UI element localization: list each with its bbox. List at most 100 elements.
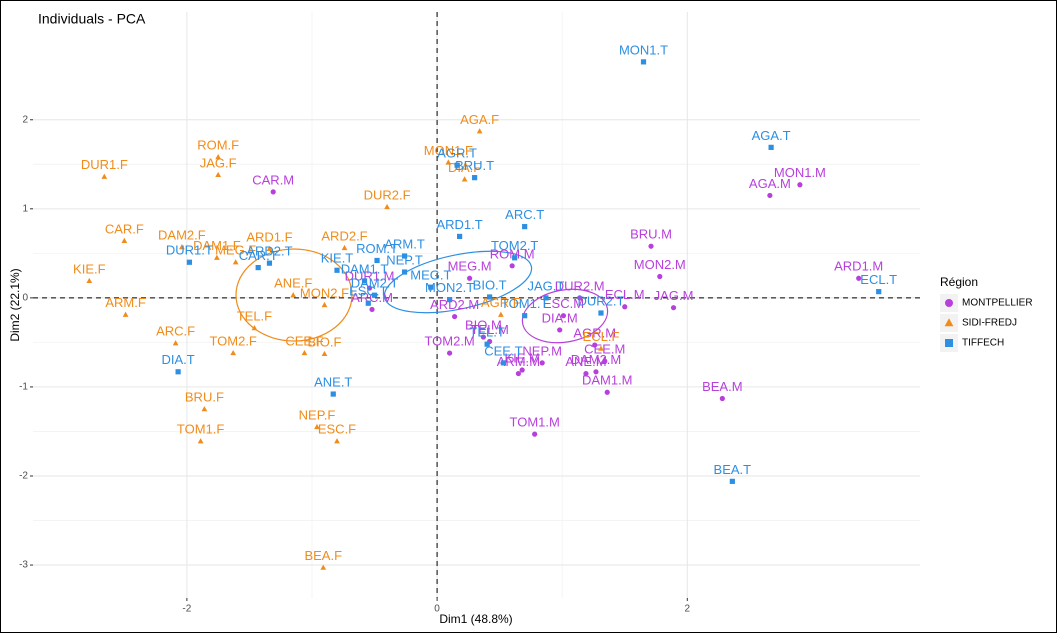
point [522,224,528,230]
point-label: TOM2.T [491,238,538,253]
point [361,278,368,284]
point-label: ECL.F [583,329,620,344]
point-label: JAG.T [528,278,565,293]
point [583,370,589,377]
point-label: MON2.M [634,257,686,272]
point-label: MEG.M [448,259,492,274]
point-label: AGA.T [752,128,791,143]
x-tick-label: 0 [434,604,440,615]
point-label: ANE.T [314,374,352,389]
point-label: ESC.T [349,284,387,299]
point-label: MEG.T [410,268,451,283]
y-axis-label: Dim2 (22.1%) [8,268,22,341]
point-label: DUR2.T [578,293,625,308]
point [366,285,373,291]
point [515,370,522,377]
point-label: JAG.M [654,288,694,303]
ellipse [235,248,353,342]
point-label: KIE.T [321,251,354,266]
point-label: ARD2.M [430,297,479,312]
point [179,243,185,250]
point [945,299,953,307]
point-label: MON2.T [425,280,474,295]
ellipse [521,288,609,344]
point [598,345,604,351]
point [670,305,677,311]
point [719,395,725,402]
point [445,159,452,165]
legend-title: Région [940,275,978,289]
point [215,171,222,178]
point-label: CAR.M [252,172,294,187]
point [467,275,473,281]
point [175,369,181,375]
point-label: DAM1.T [341,261,389,276]
point-label: ARD1.T [436,217,482,232]
point [401,269,408,275]
point-label: MON1.T [619,42,668,57]
y-tick-label: 1 [22,203,28,214]
point [648,243,654,249]
point-label: AGR.T [437,146,477,161]
point [640,59,647,65]
point-label: MON2.F [300,285,349,300]
point-label: DAM1.F [193,238,241,253]
point [622,304,628,310]
point-label: ANE.M [565,354,606,369]
point-label: ARD1.M [834,259,883,274]
point [856,275,862,281]
ellipse [383,250,533,314]
point [657,273,663,280]
point [365,300,371,306]
point [598,310,604,316]
point [369,306,375,313]
point-label: CEE.T [484,343,522,358]
point-label: TOM2.M [424,334,474,349]
point [729,478,735,484]
point [290,292,297,298]
x-tick-label: 2 [685,604,691,615]
point [577,295,583,301]
point-label: ROM.T [356,241,398,256]
grid: -2 0 2 -3 -2 -1 0 1 2 [19,12,920,615]
point-label: DUR1.T [166,243,213,258]
point-label: ARM.M [497,354,540,369]
point [512,255,518,261]
point [122,311,129,317]
point [230,349,237,356]
point [428,284,434,290]
y-tick-label: 0 [22,293,28,304]
point [321,301,328,308]
point-label: BEA.M [702,379,742,394]
y-tick-label: -2 [19,471,28,482]
point-label: CAR.T [239,248,278,263]
point [519,367,525,373]
point [341,244,348,251]
point-label: BIO.M [465,317,502,332]
point-label: BEA.T [714,462,752,477]
point-label: TOM2.F [209,334,256,349]
point [266,245,273,251]
x-axis-label: Dim1 (48.8%) [439,612,512,626]
point-label: AGA.M [749,176,791,191]
point-label: DUR2.F [364,187,411,202]
point [215,154,222,160]
point [101,173,108,179]
point [797,182,803,188]
point-label: TEL.T [469,325,504,340]
point [945,339,953,347]
point-label: DIA.T [162,352,195,367]
y-tick-label: -3 [19,560,28,571]
point-label: ECL.T [860,272,897,287]
point-label: ARC.T [505,207,544,222]
point-label: MEG.F [215,243,256,258]
point [266,260,273,266]
y-tick-label: 2 [22,114,28,125]
point [543,295,549,301]
point [384,203,390,210]
point-label: ARD2.T [246,244,292,259]
point-label: BIO.T [473,277,507,292]
point-label: TOM1.M [510,415,560,430]
